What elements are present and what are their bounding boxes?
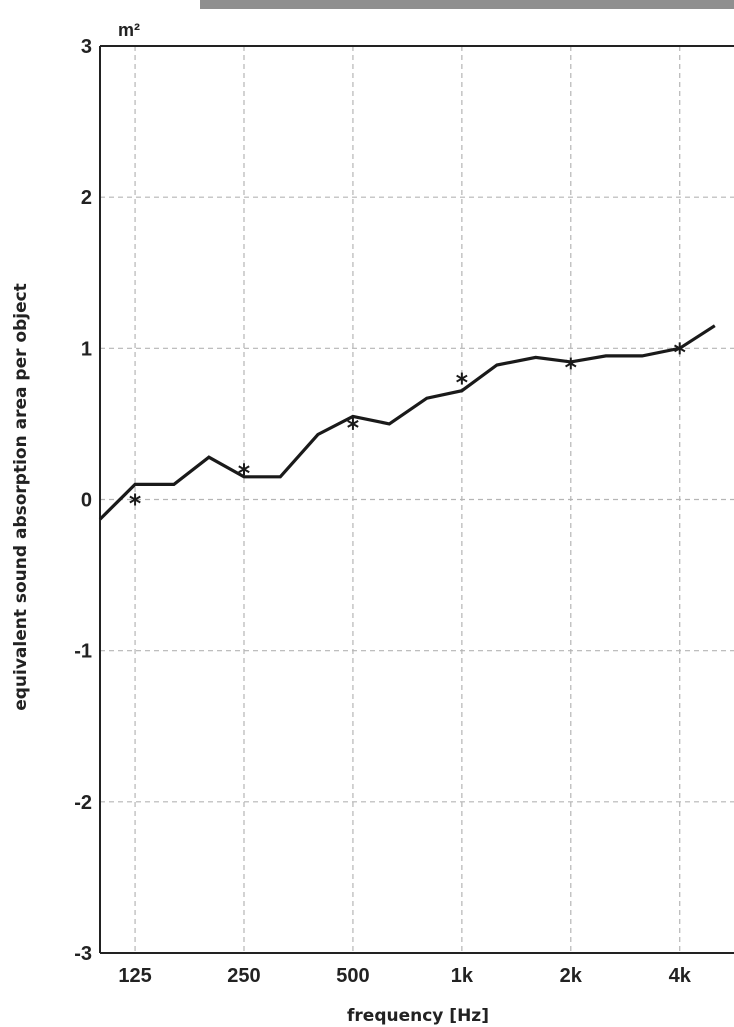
top-banner-image [200, 0, 734, 9]
data-point-marker [238, 463, 250, 476]
x-tick-label: 250 [227, 965, 260, 987]
marker-stroke [238, 465, 250, 474]
marker-stroke [565, 359, 577, 368]
data-point-marker [674, 342, 686, 355]
marker-stroke [347, 420, 359, 428]
y-tick-label: 0 [81, 490, 92, 512]
y-tick-label: -1 [74, 641, 92, 663]
series-line [98, 324, 716, 521]
marker-stroke [456, 374, 468, 383]
x-tick-label: 125 [118, 965, 151, 987]
x-tick-label: 500 [336, 965, 369, 987]
x-tick-label: 4k [669, 965, 692, 987]
y-tick-label: -2 [74, 792, 92, 814]
y-tick-label: 3 [81, 36, 92, 58]
data-point-marker [456, 372, 468, 385]
series [98, 324, 716, 521]
grid [100, 46, 734, 953]
y-tick-labels: 3 2 1 0 -1 -2 -3 [74, 36, 92, 965]
y-tick-label: 2 [81, 187, 92, 209]
x-tick-label: 1k [451, 965, 474, 987]
axes [99, 45, 734, 954]
y-unit-label: m² [118, 20, 140, 40]
y-tick-label: -3 [74, 943, 92, 965]
data-point-marker [129, 493, 141, 506]
x-tick-label: 2k [560, 965, 583, 987]
y-axis-label: equivalent sound absorption area per obj… [11, 283, 31, 711]
data-point-marker [565, 357, 577, 370]
x-tick-labels: 125 250 500 1k 2k 4k [118, 965, 691, 987]
x-axis-label: frequency [Hz] [347, 1006, 489, 1026]
data-point-marker [347, 417, 359, 430]
y-tick-label: 1 [81, 338, 92, 360]
marker-stroke [129, 495, 141, 504]
marker-stroke [674, 344, 686, 353]
